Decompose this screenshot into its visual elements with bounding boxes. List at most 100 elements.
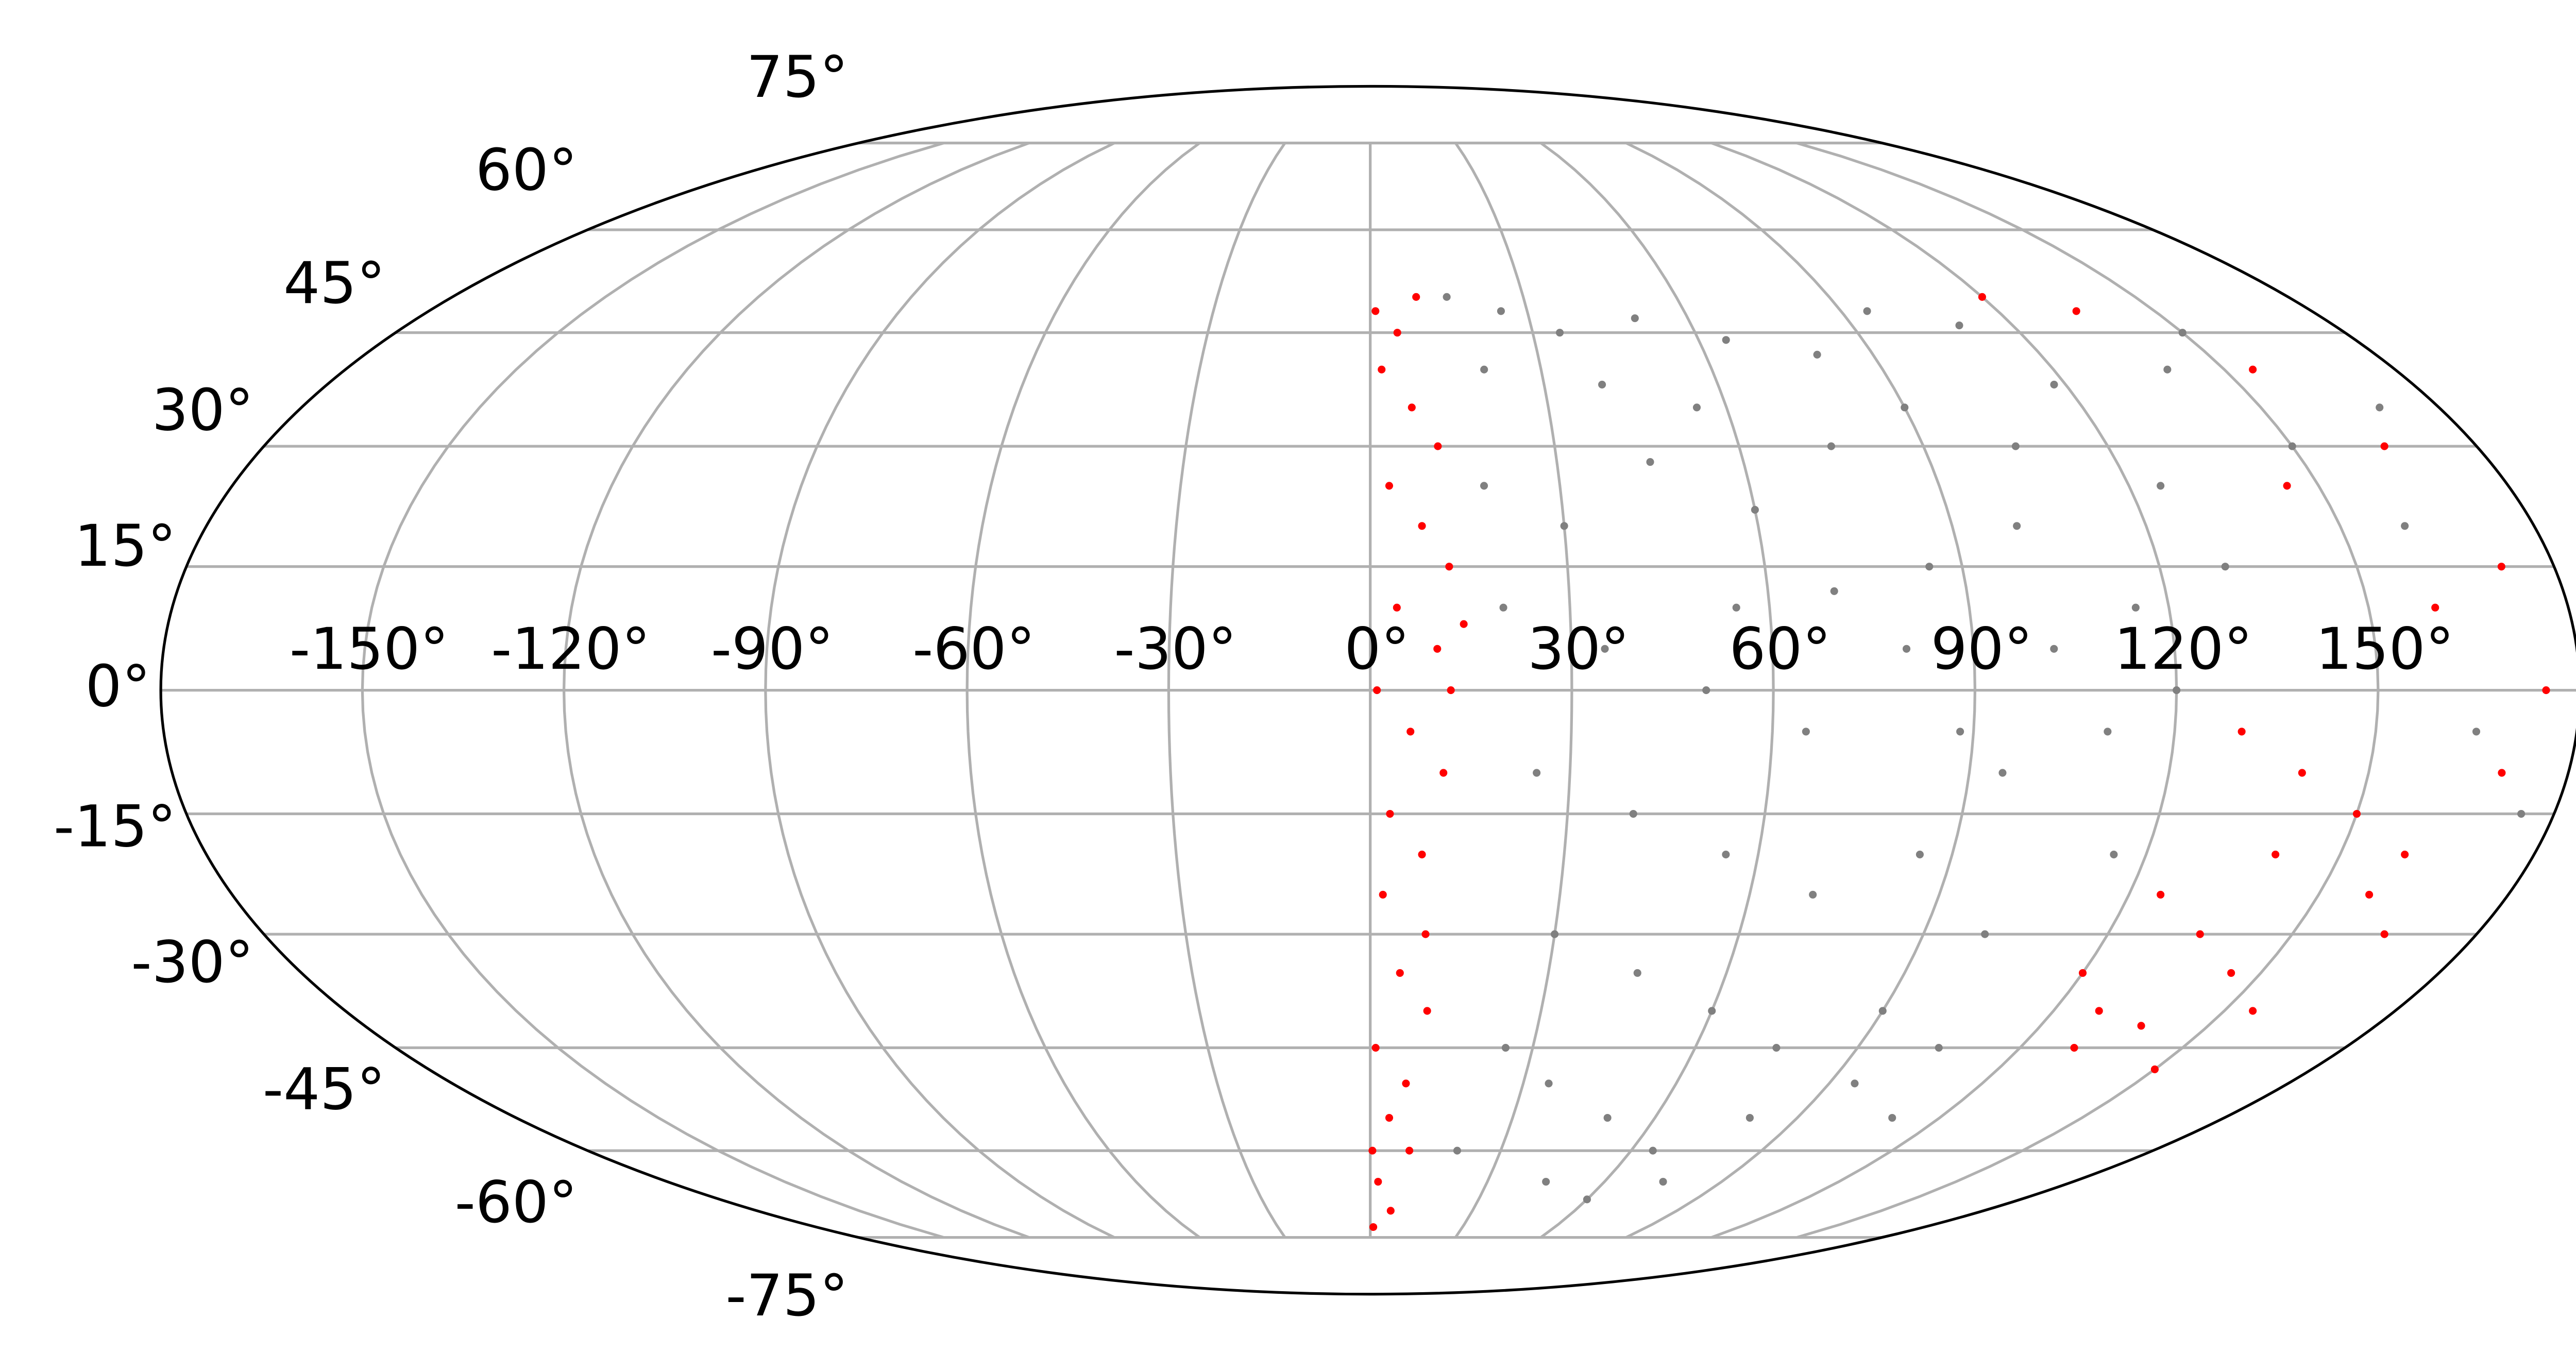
point xyxy=(1956,728,1964,736)
point xyxy=(1371,307,1380,315)
point xyxy=(1692,403,1701,412)
y-tick-label: 75° xyxy=(747,44,849,111)
point xyxy=(1385,482,1393,490)
x-tick-label: 150° xyxy=(2316,616,2454,683)
x-tick-label: 60° xyxy=(1729,616,1831,683)
point xyxy=(1402,1079,1410,1088)
point xyxy=(1385,1113,1394,1122)
point xyxy=(2497,563,2505,571)
point xyxy=(1925,563,1934,571)
point xyxy=(1421,930,1430,938)
x-tick-label: -90° xyxy=(711,616,834,683)
point xyxy=(1863,307,1871,315)
point xyxy=(1501,1043,1510,1052)
point xyxy=(2365,890,2374,899)
point xyxy=(1708,1007,1716,1015)
point xyxy=(1393,603,1401,612)
point xyxy=(1751,505,1759,514)
point xyxy=(1659,1177,1667,1186)
point xyxy=(2249,1007,2257,1015)
point xyxy=(1368,1146,1377,1155)
point xyxy=(1418,522,1426,530)
point xyxy=(2070,1043,2078,1052)
point xyxy=(1412,293,1420,301)
point xyxy=(1439,769,1448,777)
point xyxy=(1902,645,1911,653)
point xyxy=(1445,563,1453,571)
point xyxy=(1560,522,1568,530)
point xyxy=(1583,1195,1591,1204)
point xyxy=(2078,969,2087,977)
point xyxy=(1827,442,1835,450)
point xyxy=(1598,380,1606,388)
point xyxy=(2431,603,2439,612)
point xyxy=(1396,969,1404,977)
x-tick-label: -60° xyxy=(912,616,1035,683)
point xyxy=(1371,1043,1380,1052)
point xyxy=(2157,482,2165,490)
point xyxy=(1373,686,1381,695)
grid-meridian xyxy=(1540,142,1775,1239)
point xyxy=(1423,1007,1431,1015)
grid-meridian xyxy=(1796,142,2380,1239)
point xyxy=(1603,1113,1612,1122)
grid-meridian xyxy=(361,142,944,1239)
y-tick-label: -30° xyxy=(131,929,253,996)
point xyxy=(1453,1146,1461,1155)
grid-meridian xyxy=(1454,142,1573,1239)
point xyxy=(2110,850,2118,858)
point xyxy=(2376,403,2384,412)
grid xyxy=(161,141,2576,1239)
point xyxy=(1386,809,1394,818)
point xyxy=(1981,930,1989,938)
point xyxy=(1369,1223,1378,1231)
point xyxy=(2137,1022,2145,1030)
point xyxy=(1916,850,1924,858)
point xyxy=(1542,1177,1550,1186)
point xyxy=(2173,686,2181,695)
point xyxy=(1406,728,1415,736)
y-tick-label: 15° xyxy=(74,513,176,580)
point xyxy=(1408,403,1416,412)
y-tick-label: 60° xyxy=(476,137,578,204)
point xyxy=(2472,728,2481,736)
point xyxy=(1418,850,1426,858)
grid-meridian xyxy=(764,142,1115,1239)
point xyxy=(1888,1113,1896,1122)
point xyxy=(1480,482,1488,490)
point xyxy=(2221,563,2229,571)
point xyxy=(1378,365,1386,374)
y-tick-label: -60° xyxy=(455,1169,578,1236)
point xyxy=(1497,307,1505,315)
tick-labels: -150° -120° -90° -60° -30° 0° 30° 60° 90° 120° 150… xyxy=(54,44,2454,1329)
point xyxy=(1935,1043,1943,1052)
point xyxy=(1545,1079,1553,1088)
y-tick-label: -75° xyxy=(725,1262,848,1329)
grid-meridian xyxy=(1167,142,1286,1239)
point xyxy=(1830,587,1838,595)
point xyxy=(1772,1043,1781,1052)
point xyxy=(2542,686,2550,695)
point xyxy=(2401,522,2409,530)
x-tick-label: -150° xyxy=(290,616,449,683)
point xyxy=(1405,1146,1414,1155)
point xyxy=(1499,603,1507,612)
x-tick-label: -30° xyxy=(1114,616,1236,683)
y-tick-label: -45° xyxy=(263,1056,385,1123)
point xyxy=(1601,645,1609,653)
grid-meridian xyxy=(562,142,1030,1239)
point xyxy=(2498,769,2506,777)
point xyxy=(2050,645,2058,653)
x-tick-label: 90° xyxy=(1931,616,2033,683)
point xyxy=(1480,365,1488,374)
point xyxy=(1393,329,1401,337)
point xyxy=(1649,1146,1657,1155)
point xyxy=(2104,728,2112,736)
point xyxy=(2401,850,2409,858)
point xyxy=(1732,603,1740,612)
point xyxy=(2050,380,2058,388)
point xyxy=(1646,458,1654,466)
point xyxy=(2517,809,2526,818)
